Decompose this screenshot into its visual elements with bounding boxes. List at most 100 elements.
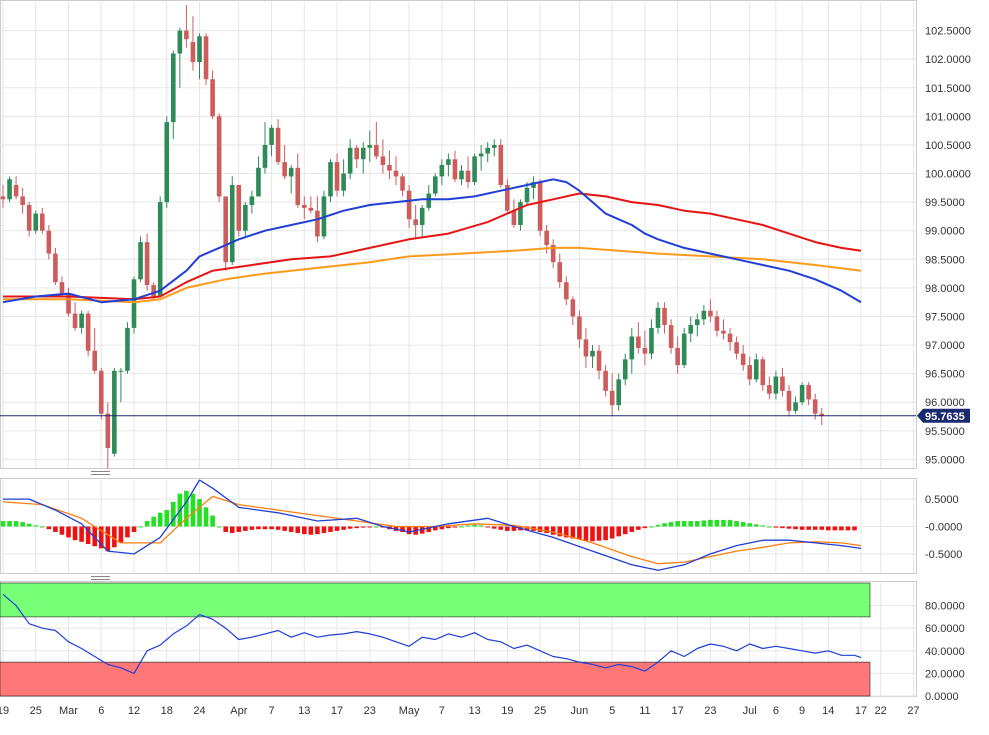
candle-body [387, 164, 392, 171]
macd-histogram-bar [53, 526, 58, 532]
candle-body [557, 262, 563, 283]
rsi-y-tick-label: 80.0000 [925, 601, 965, 613]
x-tick-label: 19 [501, 705, 513, 717]
candle-body [760, 359, 766, 386]
price-y-tick-label: 101.0000 [925, 111, 971, 123]
candle-body [46, 230, 52, 254]
candle-body [472, 156, 477, 183]
x-tick-label: 6 [98, 705, 104, 717]
candle-body [812, 399, 818, 414]
macd-histogram-bar [570, 526, 576, 539]
macd-histogram-bar [315, 526, 320, 535]
price-y-tick-label: 96.5000 [925, 369, 965, 381]
candle-body [701, 310, 707, 320]
macd-histogram-bar [262, 526, 268, 530]
candle-body [773, 376, 779, 394]
candle-body [138, 242, 143, 280]
candle-body [459, 170, 464, 180]
candle-body [53, 253, 58, 283]
rsi-y-tick-label: 0.0000 [925, 691, 959, 703]
macd-histogram-bar [695, 521, 700, 527]
macd-histogram-bar [812, 526, 818, 530]
x-tick-label: 23 [364, 705, 376, 717]
macd-histogram-bar [740, 522, 746, 527]
macd-histogram-bar [210, 515, 215, 527]
candle-body [622, 359, 628, 380]
candle-body [570, 299, 576, 317]
macd-histogram-bar [13, 521, 19, 527]
x-tick-label: 17 [331, 705, 343, 717]
candle-body [806, 385, 811, 400]
candle-body [603, 370, 608, 391]
macd-histogram-bar [760, 525, 766, 527]
macd-histogram-bar [223, 526, 228, 532]
candle-body [452, 159, 458, 180]
candle-body [243, 204, 248, 231]
macd-histogram-bar [544, 526, 549, 534]
macd-histogram-bar [334, 526, 340, 531]
candle-body [485, 147, 490, 154]
macd-histogram-bar [583, 526, 589, 541]
macd-histogram-bar [138, 526, 143, 528]
candle-body [229, 184, 235, 263]
macd-histogram-bar [125, 526, 130, 538]
candle-body [505, 184, 510, 211]
macd-histogram-bar [66, 526, 71, 538]
macd-histogram-bar [59, 526, 65, 535]
splitter-handle-price-macd[interactable] [91, 471, 110, 475]
candle-body [413, 219, 418, 225]
candle-body [668, 325, 674, 348]
macd-histogram-bar [308, 526, 314, 535]
x-tick-label: 18 [161, 705, 173, 717]
candle-body [544, 230, 549, 246]
x-tick-label: 17 [672, 705, 684, 717]
price-y-tick-label: 95.0000 [925, 454, 965, 466]
candle-body [184, 30, 189, 40]
macd-histogram-bar [446, 526, 451, 529]
macd-histogram-bar [112, 526, 117, 548]
macd-histogram-bar [105, 526, 111, 552]
candle-body [315, 210, 320, 237]
macd-histogram-bar [151, 516, 156, 527]
price-y-tick-label: 99.0000 [925, 226, 965, 238]
candle-body [40, 213, 45, 231]
macd-histogram-bar [216, 526, 222, 528]
x-tick-label: 6 [773, 705, 779, 717]
candle-body [236, 184, 242, 231]
macd-y-tick-label: -0.5000 [925, 549, 962, 561]
rsi-y-tick-label: 60.0000 [925, 623, 965, 635]
x-tick-label: 9 [799, 705, 805, 717]
macd-histogram-bar [321, 526, 327, 534]
macd-histogram-bar [616, 526, 621, 537]
macd-histogram-bar [20, 522, 25, 527]
candle-body [419, 207, 425, 225]
candle-body [256, 167, 261, 197]
x-tick-label: 23 [704, 705, 716, 717]
candle-body [478, 153, 484, 157]
candle-body [125, 327, 130, 371]
macd-histogram-bar [727, 519, 733, 527]
candle-body [714, 316, 720, 331]
candle-body [118, 370, 124, 372]
macd-histogram-bar [747, 523, 752, 527]
candle-body [269, 127, 274, 145]
x-tick-label: 13 [298, 705, 310, 717]
x-tick-label: Mar [59, 705, 78, 717]
price-y-tick-label: 99.5000 [925, 197, 965, 209]
candle-body [662, 307, 667, 326]
macd-histogram-bar [826, 526, 831, 531]
candle-body [334, 162, 340, 191]
candle-body [681, 333, 687, 366]
macd-histogram-bar [79, 526, 84, 542]
candle-body [688, 325, 694, 334]
sma-slow-line [3, 246, 862, 304]
candle-body [753, 359, 759, 380]
candle-body [157, 202, 163, 297]
splitter-handle-macd-rsi[interactable] [91, 576, 110, 580]
macd-histogram-bar [295, 526, 301, 534]
x-tick-label: May [399, 705, 420, 717]
macd-histogram-bar [419, 526, 425, 534]
macd-histogram-bar [642, 526, 648, 529]
macd-histogram-bar [85, 526, 91, 545]
